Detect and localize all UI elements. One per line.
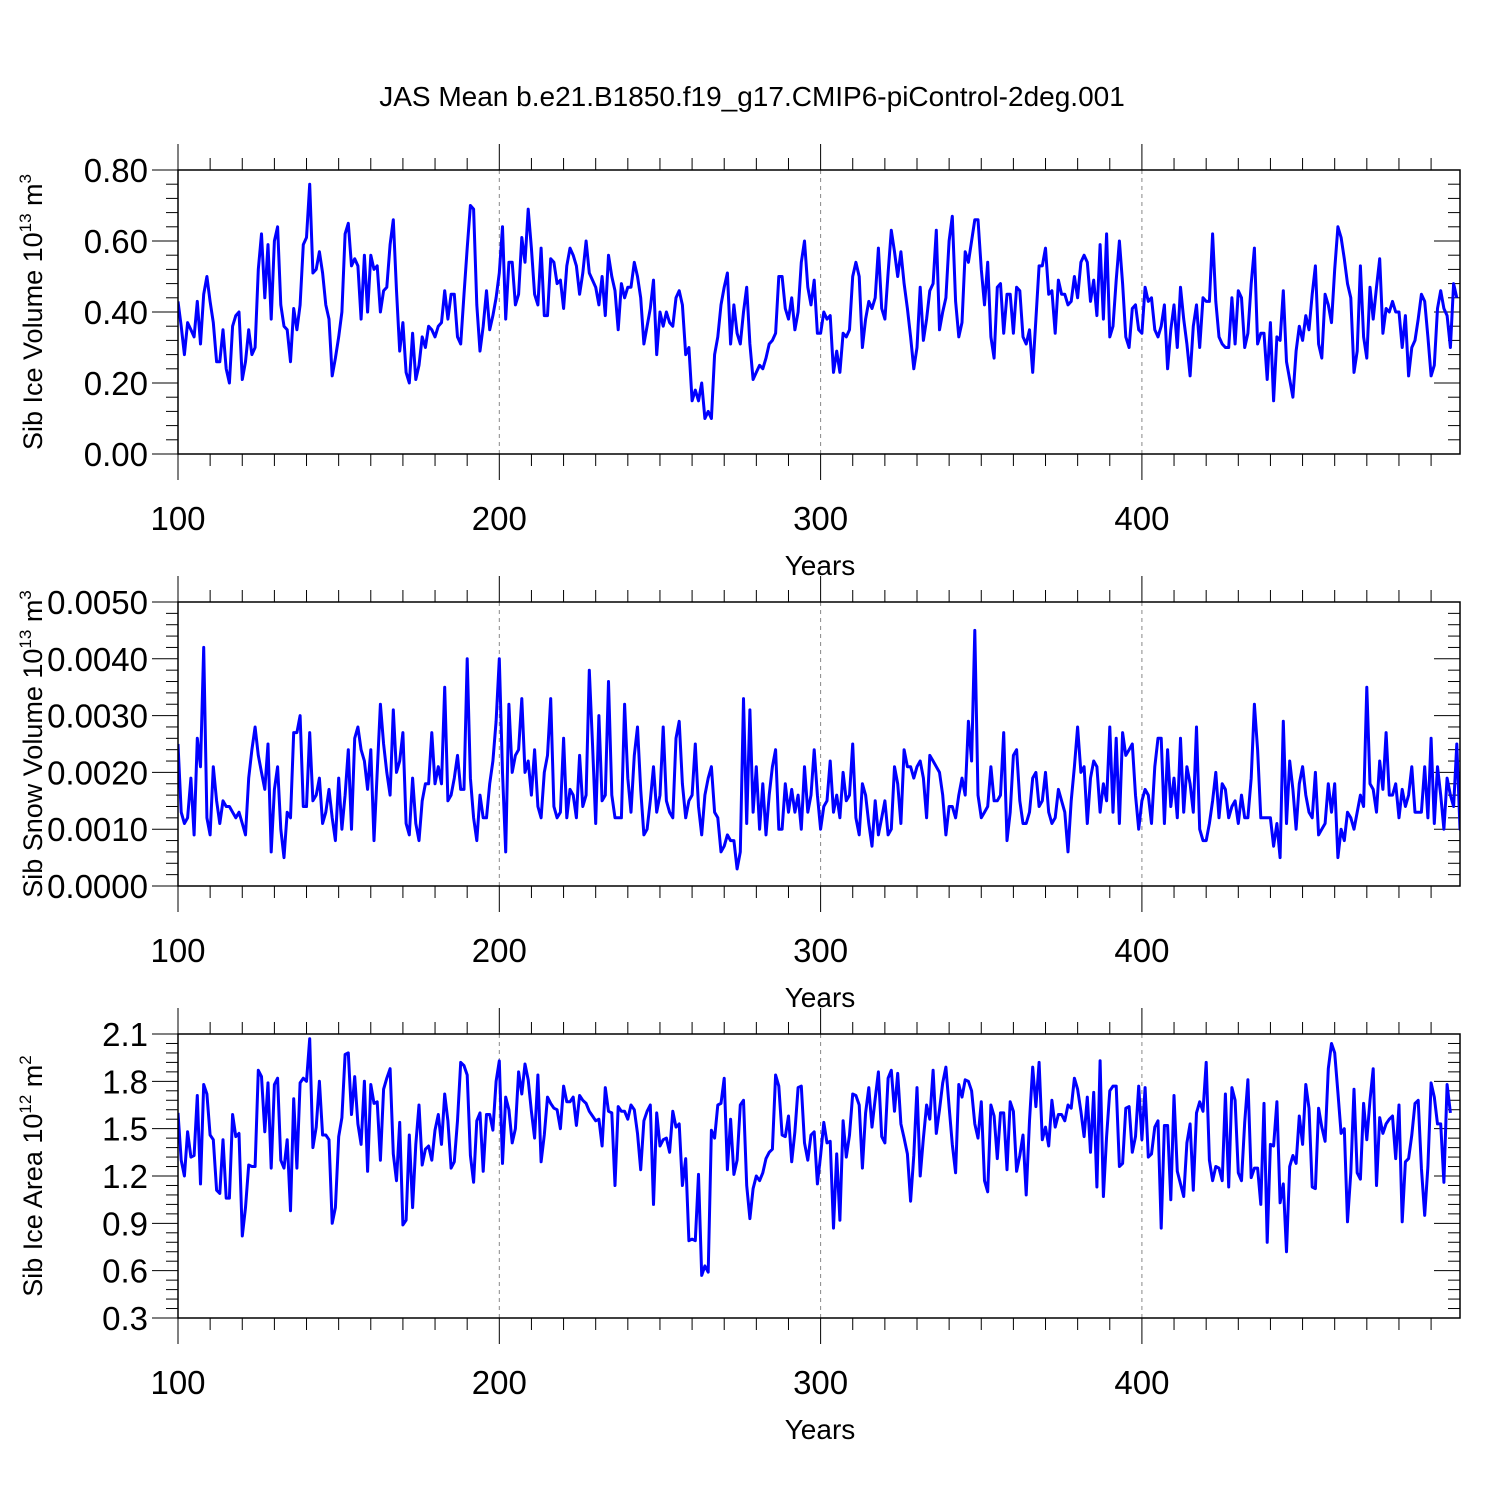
x-tick-label: 100 [150,500,205,537]
x-tick-label: 300 [793,500,848,537]
y-tick-label: 0.6 [102,1253,148,1290]
y-tick-label: 1.8 [102,1063,148,1100]
y-tick-label: 0.60 [84,223,148,260]
x-tick-label: 100 [150,932,205,969]
x-axis-label: Years [785,982,856,1013]
x-tick-label: 300 [793,932,848,969]
y-tick-label: 0.0040 [47,641,148,678]
plot-frame [177,1033,1461,1319]
x-tick-label: 100 [150,1364,205,1401]
figure-title: JAS Mean b.e21.B1850.f19_g17.CMIP6-piCon… [379,81,1125,112]
y-axis-label: Sib Ice Volume 1013 m3 [16,174,48,450]
series-line [178,182,1459,420]
x-tick-label: 200 [472,1364,527,1401]
x-tick-label: 400 [1114,932,1169,969]
x-tick-label: 200 [472,500,527,537]
y-tick-label: 0.0020 [47,754,148,791]
chart-panel-1: 100 200 300 400 0.00 0.20 0.40 0.60 0.80 Years Sib… [16,144,1461,581]
chart-panel-2: 100 200 300 400 0.0000 0.0010 0.0020 0.0030 0.00… [16,576,1461,1013]
y-tick-label: 0.20 [84,365,148,402]
y-tick-label: 0.80 [84,152,148,189]
y-tick-label: 0.0050 [47,584,148,621]
y-tick-label: 0.3 [102,1300,148,1337]
x-tick-label: 200 [472,932,527,969]
series-line [178,1037,1452,1277]
series-line [178,628,1460,871]
y-axis-label: Sib Snow Volume 1013 m3 [16,590,48,898]
plot-frame [177,169,1461,455]
chart-panel-3: 100 200 300 400 0.3 0.6 0.9 1.2 1.5 1.8 2.1 Years Si… [16,1008,1461,1445]
y-tick-label: 0.0010 [47,811,148,848]
y-tick-label: 0.0000 [47,868,148,905]
y-tick-label: 0.0030 [47,698,148,735]
y-tick-label: 0.9 [102,1205,148,1242]
x-tick-label: 400 [1114,500,1169,537]
y-tick-label: 2.1 [102,1016,148,1053]
y-tick-label: 0.00 [84,436,148,473]
y-tick-label: 1.5 [102,1111,148,1148]
x-tick-label: 400 [1114,1364,1169,1401]
y-axis-label: Sib Ice Area 1012 m2 [16,1055,48,1297]
x-tick-label: 300 [793,1364,848,1401]
panels: 100 200 300 400 0.00 0.20 0.40 0.60 0.80 Years Sib… [16,144,1461,1445]
plot-frame [177,601,1461,887]
y-tick-label: 1.2 [102,1158,148,1195]
y-tick-label: 0.40 [84,294,148,331]
x-axis-label: Years [785,550,856,581]
x-axis-label: Years [785,1414,856,1445]
